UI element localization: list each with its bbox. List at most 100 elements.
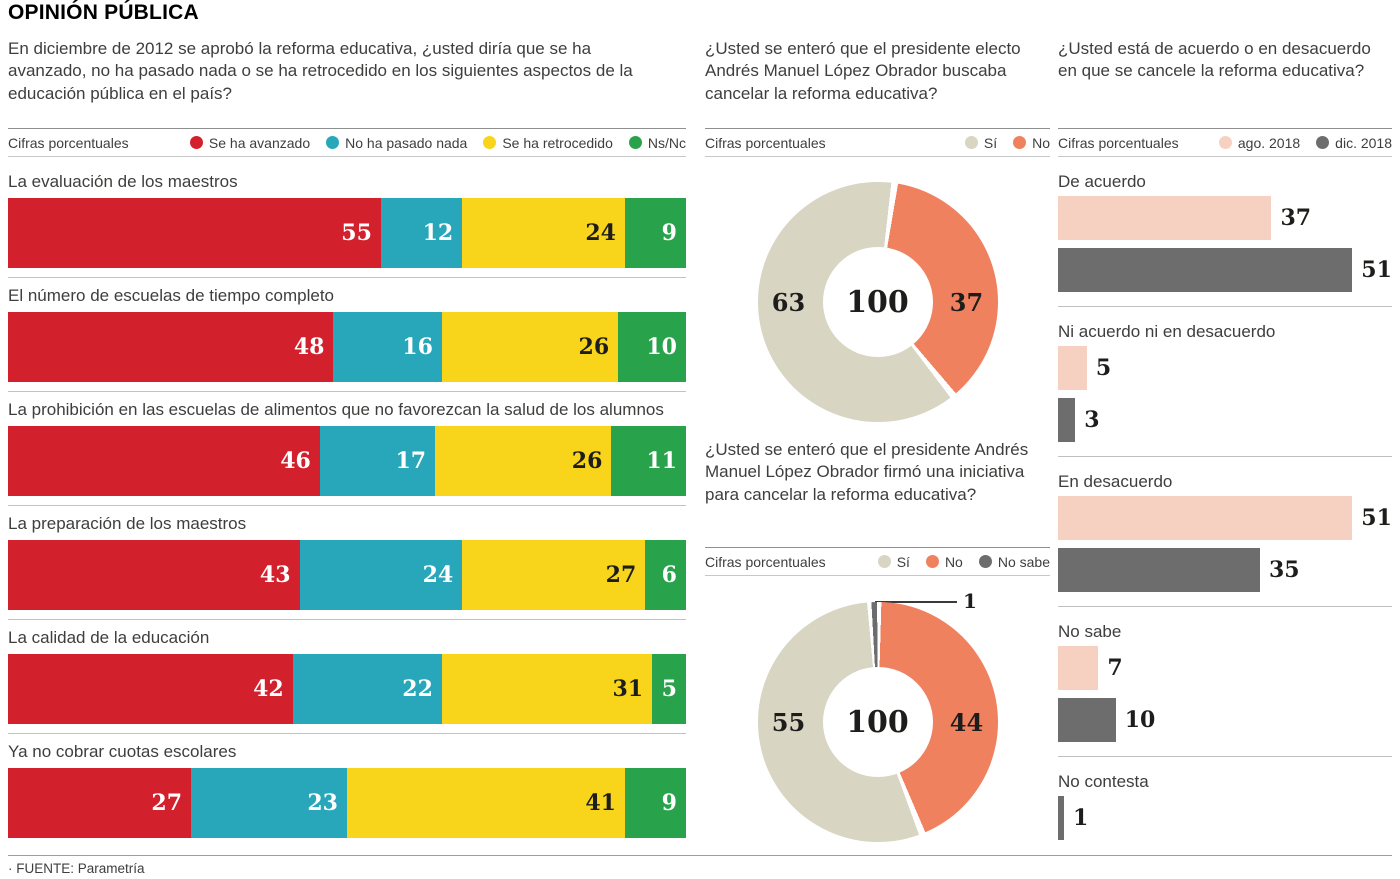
stacked-row: La evaluación de los maestros 55 12 24 9 xyxy=(8,172,686,278)
callout-line xyxy=(875,601,957,603)
bar-value: 5 xyxy=(1095,355,1112,381)
bar xyxy=(1058,496,1353,540)
bar xyxy=(1058,248,1353,292)
bar-row: 10 xyxy=(1058,698,1392,742)
bar-segment: 11 xyxy=(611,426,686,496)
bar-value: 1 xyxy=(1073,805,1089,831)
bar xyxy=(1058,398,1076,442)
bar-row: 1 xyxy=(1058,796,1392,840)
legend-swatch-icon xyxy=(877,555,891,568)
bar-row: 51 xyxy=(1058,248,1392,292)
bar-segment: 17 xyxy=(319,426,436,496)
question-mid-top: ¿Usted se enteró que el presidente elect… xyxy=(705,39,1021,103)
bar xyxy=(1058,698,1116,742)
legend-item: Se ha retrocedido xyxy=(483,135,613,151)
legend-item: Ns/Nc xyxy=(628,134,686,151)
bar-segment: 26 xyxy=(435,426,612,496)
bar xyxy=(1058,548,1260,592)
bar-segment: 27 xyxy=(462,540,646,610)
grouped-bar-chart: De acuerdo 37 51 Ni acuerdo ni en desacuerd… xyxy=(1058,172,1392,854)
question-right: ¿Usted está de acuerdo o en desacuerdo e… xyxy=(1058,39,1371,81)
bar xyxy=(1058,796,1064,840)
bar-segment: 9 xyxy=(624,768,686,838)
legend-row-left: Cifras porcentuales Se ha avanzado No ha … xyxy=(8,128,686,157)
bar-segment: 46 xyxy=(8,426,320,496)
legend-swatch-icon xyxy=(964,136,978,149)
bar-segment: 9 xyxy=(624,198,686,268)
legend-swatch-icon xyxy=(189,136,203,149)
stacked-row: La preparación de los maestros 43 24 27 6 xyxy=(8,514,686,620)
bar-segment: 22 xyxy=(292,654,442,724)
legend-label: No ha pasado nada xyxy=(345,134,468,151)
units-label: Cifras porcentuales xyxy=(8,134,129,151)
legend-swatch-icon xyxy=(483,136,497,149)
category-label: No sabe xyxy=(1058,622,1122,641)
legend-swatch-icon xyxy=(326,136,340,149)
legend-label: Ns/Nc xyxy=(647,134,686,151)
category-label: La calidad de la educación xyxy=(8,628,210,647)
legend-swatch-icon xyxy=(1316,136,1330,149)
legend-item: dic. 2018 xyxy=(1316,135,1392,151)
donut-chart-1: 63 100 37 xyxy=(705,182,1050,422)
stacked-row: La prohibición en las escuelas de alimen… xyxy=(8,400,686,506)
legend-label: ago. 2018 xyxy=(1237,134,1301,151)
units-label: Cifras porcentuales xyxy=(705,134,826,151)
legend-row-mid-top: Cifras porcentuales Sí No xyxy=(705,128,1050,157)
units-label: Cifras porcentuales xyxy=(1058,134,1179,151)
legend-label: Se ha avanzado xyxy=(208,134,311,151)
stacked-bar: 43 24 27 6 xyxy=(8,540,686,610)
bar xyxy=(1058,346,1087,390)
donut-chart-2: 1 55 100 44 xyxy=(705,584,1050,842)
bar-segment: 41 xyxy=(346,768,625,838)
bar-segment: 5 xyxy=(652,654,686,724)
legend-swatch-icon xyxy=(628,136,642,149)
agreement-section: De acuerdo 37 51 xyxy=(1058,172,1392,307)
bar xyxy=(1058,196,1272,240)
agreement-section: No sabe 7 10 xyxy=(1058,622,1392,757)
donut-hole xyxy=(822,667,933,777)
footer-divider xyxy=(8,855,1392,856)
bar-row: 3 xyxy=(1058,398,1392,442)
source-credit: · FUENTE: Parametría xyxy=(8,861,145,876)
bar-segment: 6 xyxy=(645,540,686,610)
donut-2-total: 100 xyxy=(846,704,909,740)
legend-label: No xyxy=(1032,134,1050,151)
legend-label: Sí xyxy=(896,553,910,570)
legend-row-right: Cifras porcentuales ago. 2018 dic. 2018 xyxy=(1058,128,1392,157)
legend-label: No sabe xyxy=(997,553,1050,570)
donut-2-no-value: 44 xyxy=(949,707,984,737)
stacked-row: El número de escuelas de tiempo completo… xyxy=(8,286,686,392)
bar-segment: 23 xyxy=(191,768,347,838)
bar-value: 51 xyxy=(1361,257,1392,283)
legend-swatch-icon xyxy=(1218,136,1232,149)
agreement-section: En desacuerdo 51 35 xyxy=(1058,472,1392,607)
donut-1-ring: 63 100 37 xyxy=(757,182,998,422)
bar-segment: 12 xyxy=(380,198,463,268)
legend-swatch-icon xyxy=(925,555,939,568)
donut-1-si-value: 63 xyxy=(771,287,806,317)
question-mid-bottom: ¿Usted se enteró que el presidente André… xyxy=(705,440,1029,504)
page-title: OPINIÓN PÚBLICA xyxy=(8,1,199,24)
category-label: La evaluación de los maestros xyxy=(8,172,238,191)
bar-value: 7 xyxy=(1107,655,1123,681)
bar-segment: 24 xyxy=(462,198,625,268)
bar-value: 3 xyxy=(1084,407,1100,433)
category-label: La preparación de los maestros xyxy=(8,514,247,533)
donut-hole xyxy=(822,247,933,357)
stacked-row: La calidad de la educación 42 22 31 5 xyxy=(8,628,686,734)
bar-row: 7 xyxy=(1058,646,1392,690)
bar-value: 10 xyxy=(1124,707,1156,733)
units-label: Cifras porcentuales xyxy=(705,553,826,570)
legend-swatch-icon xyxy=(1013,136,1027,149)
bar-row: 5 xyxy=(1058,346,1392,390)
legend-mid-top: Sí No xyxy=(964,134,1050,151)
stacked-bar-chart: La evaluación de los maestros 55 12 24 9 El n… xyxy=(8,172,686,847)
bar-segment: 16 xyxy=(333,312,442,382)
legend-label: dic. 2018 xyxy=(1335,134,1392,151)
legend-item: ago. 2018 xyxy=(1218,134,1301,151)
stacked-bar: 42 22 31 5 xyxy=(8,654,686,724)
category-label: El número de escuelas de tiempo completo xyxy=(8,286,335,305)
donut-1-no-value: 37 xyxy=(949,287,984,317)
panel-grouped-bars: ¿Usted está de acuerdo o en desacuerdo e… xyxy=(1058,38,1392,854)
stacked-row: Ya no cobrar cuotas escolares 27 23 41 9 xyxy=(8,742,686,847)
